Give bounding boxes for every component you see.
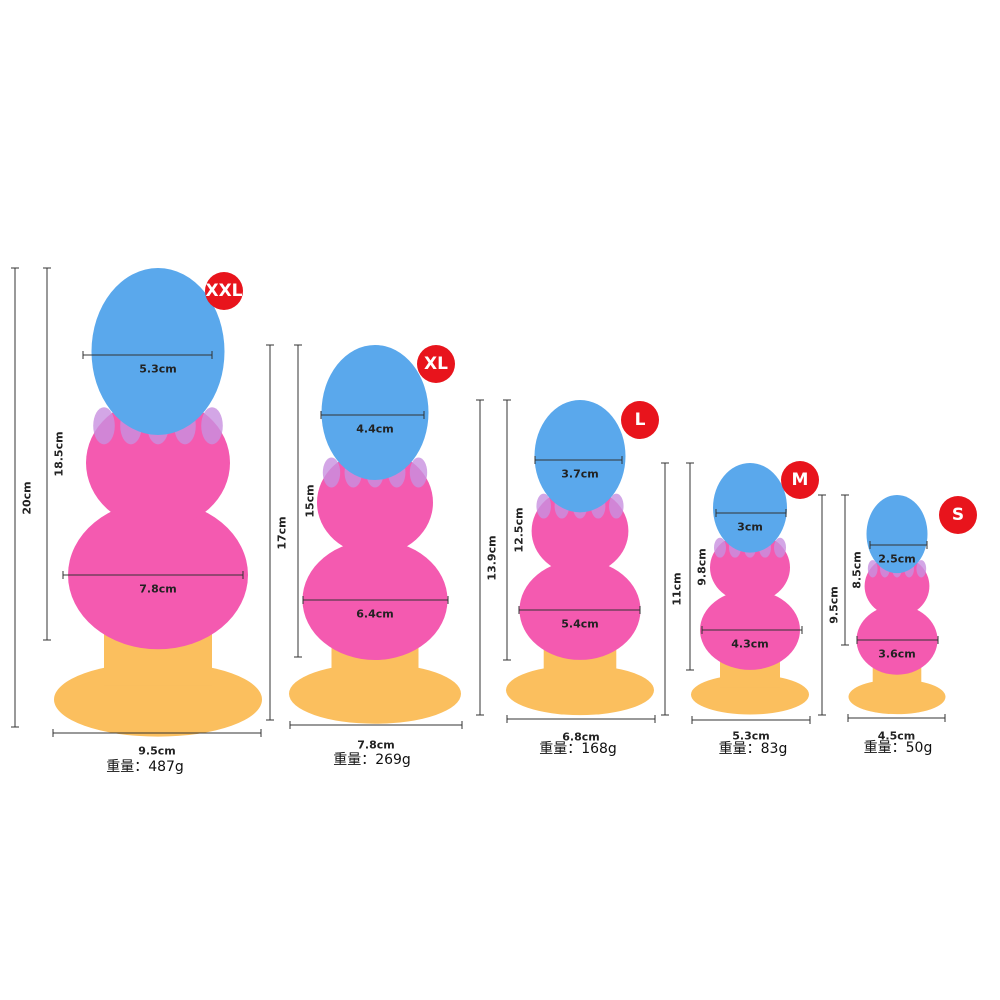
base-width-label: 6.8cm [562, 730, 600, 744]
base-width-label: 4.5cm [877, 729, 916, 743]
weight-label: 重量：269g [333, 749, 411, 769]
tip [713, 463, 787, 553]
weight-prefix: 重量： [863, 740, 906, 756]
total-length-label: 9.5cm [827, 586, 841, 624]
insertable-length-label: 15cm [303, 484, 317, 518]
tip-width-label: 5.3cm [139, 362, 177, 376]
bump [93, 407, 115, 445]
size-badge: M [781, 461, 819, 499]
total-length-label: 17cm [275, 515, 289, 550]
bump [867, 560, 878, 578]
weight-label: 重量：487g [106, 756, 184, 776]
bump [409, 457, 428, 488]
bump [201, 407, 223, 445]
bump [714, 537, 726, 558]
insertable-length-label: 12.5cm [512, 507, 526, 553]
tip-width-label: 3.7cm [561, 467, 599, 481]
mid-width-label: 6.4cm [356, 607, 394, 621]
size-badge: XL [417, 345, 455, 383]
weight-prefix: 重量： [333, 752, 376, 768]
base-width-label: 9.5cm [138, 744, 176, 758]
total-length-label: 11cm [670, 572, 684, 606]
weight-value: 487g [148, 759, 184, 775]
base-width-label: 5.3cm [732, 729, 770, 743]
bump [536, 493, 551, 519]
tip-width-label: 2.5cm [878, 552, 916, 566]
tip [91, 268, 225, 436]
base-width-label: 7.8cm [357, 738, 395, 752]
weight-label: 重量：168g [539, 738, 617, 758]
size-badge: XXL [205, 272, 243, 310]
total-length-label: 13.9cm [485, 534, 499, 581]
total-length-label: 20cm [20, 480, 34, 515]
bump [916, 560, 927, 578]
mid-width-label: 4.3cm [731, 637, 769, 651]
weight-value: 168g [581, 741, 617, 757]
weight-label: 重量：83g [719, 738, 788, 758]
weight-label: 重量：50g [864, 737, 933, 757]
mid-width-label: 3.6cm [878, 647, 916, 661]
size-badge: L [621, 401, 659, 439]
bump [774, 537, 786, 558]
bump [609, 493, 624, 519]
weight-value: 50g [905, 740, 933, 756]
weight-value: 83g [760, 741, 788, 757]
mid-width-label: 7.8cm [139, 582, 177, 596]
bump [322, 457, 341, 488]
mid-width-label: 5.4cm [561, 617, 599, 631]
weight-prefix: 重量： [106, 759, 149, 775]
tip-width-label: 3cm [737, 520, 763, 534]
suction-base [506, 665, 654, 716]
weight-prefix: 重量： [539, 741, 582, 757]
insertable-length-label: 8.5cm [850, 551, 864, 589]
tip-width-label: 4.4cm [356, 422, 394, 436]
weight-prefix: 重量： [718, 741, 761, 757]
tip [866, 495, 928, 574]
tip [321, 345, 429, 480]
insertable-length-label: 9.8cm [695, 547, 709, 586]
insertable-length-label: 18.5cm [52, 431, 66, 477]
size-badge: S [939, 496, 977, 534]
weight-value: 269g [375, 752, 411, 768]
tip [534, 400, 626, 513]
